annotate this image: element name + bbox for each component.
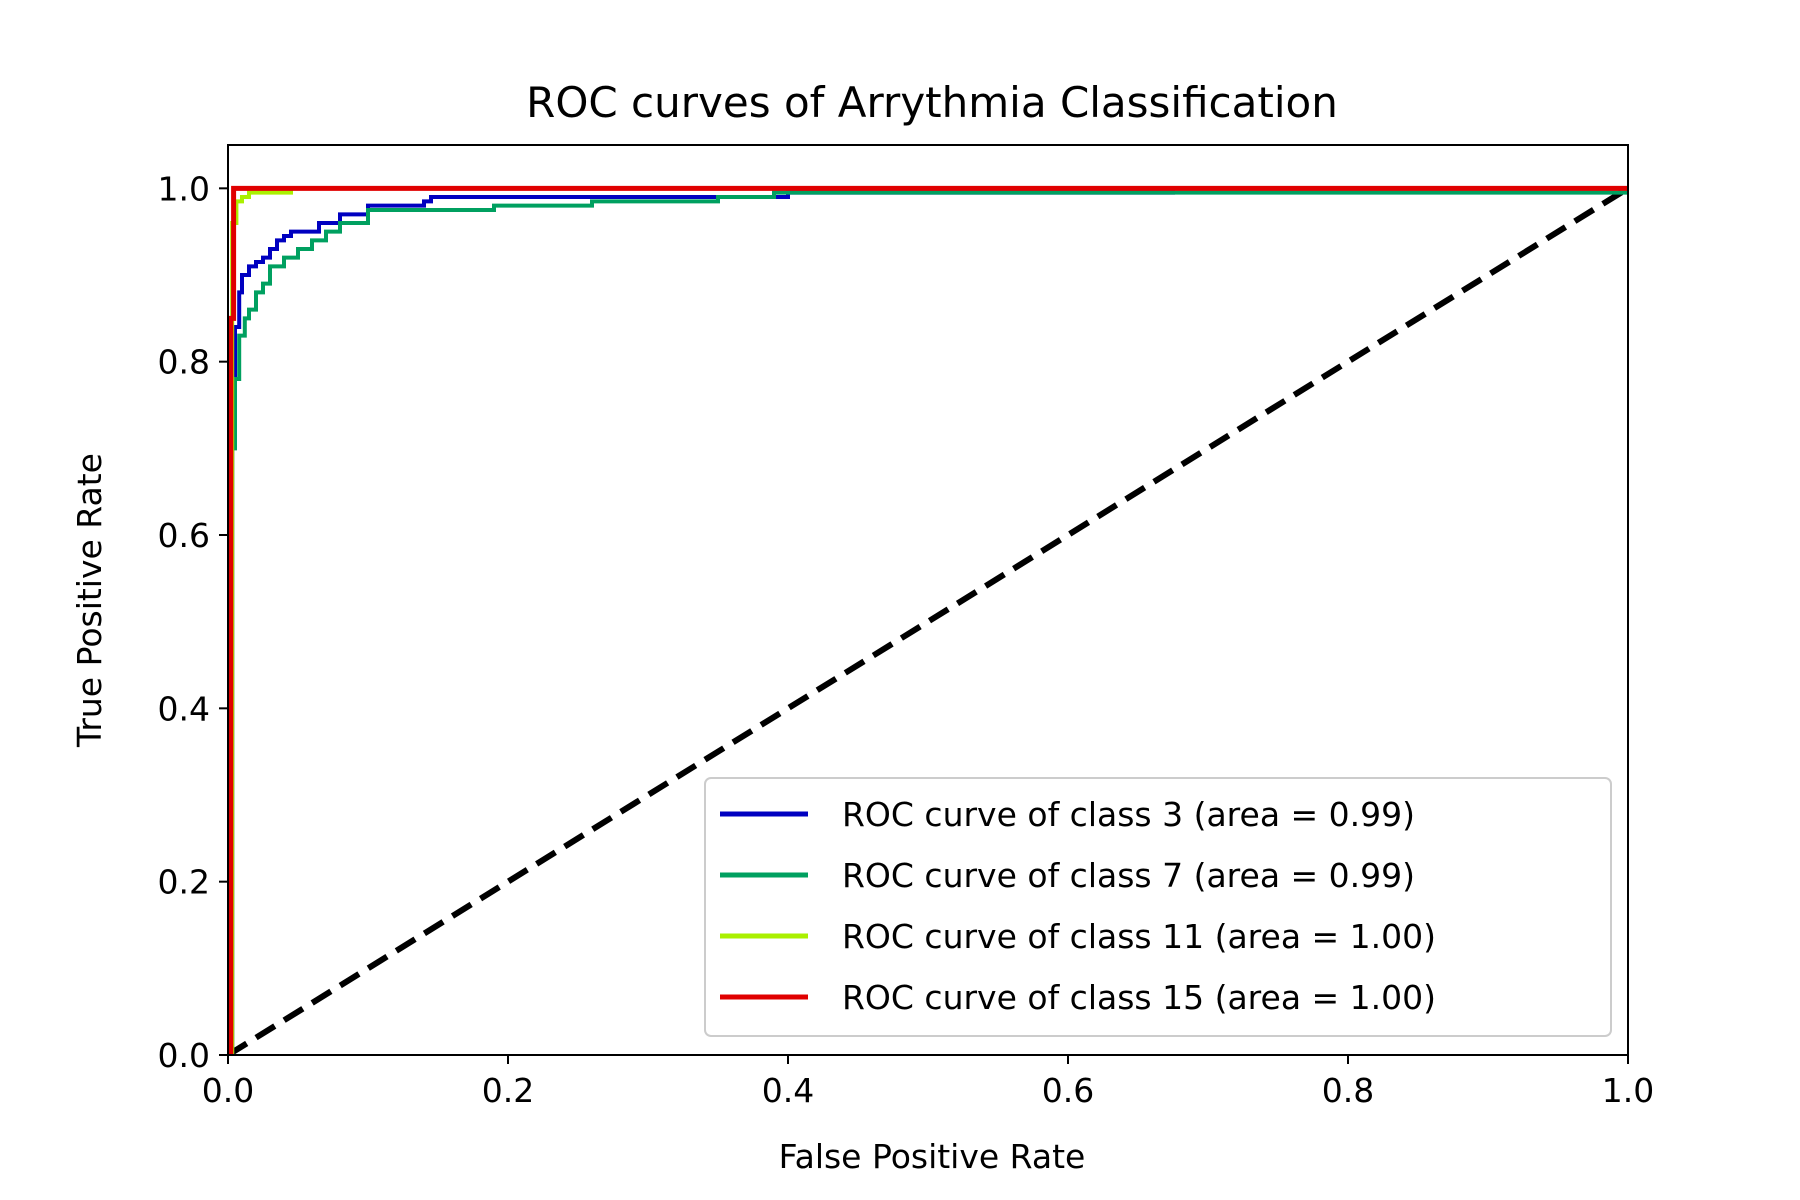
reference-diagonal-line	[228, 185, 1628, 1055]
legend-label-2: ROC curve of class 7 (area = 0.99)	[842, 856, 1415, 895]
y-tick-label: 0.6	[158, 516, 210, 555]
y-axis-ticks: 0.0 0.2 0.4 0.6 0.8 1.0	[158, 169, 228, 1075]
y-axis-label: True Positive Rate	[70, 453, 109, 748]
reference-line-layer	[228, 185, 1628, 1055]
x-tick-label: 0.0	[202, 1071, 254, 1110]
series-line-1	[228, 186, 1628, 1055]
y-tick-label: 0.2	[158, 863, 210, 902]
x-tick-label: 0.6	[1042, 1071, 1094, 1110]
legend: ROC curve of class 3 (area = 0.99) ROC cu…	[704, 777, 1612, 1037]
series-layer	[228, 185, 1628, 1055]
y-tick-label: 1.0	[158, 169, 210, 208]
x-axis-label: False Positive Rate	[779, 1137, 1086, 1176]
chart-title: ROC curves of Arrythmia Classification	[526, 78, 1338, 127]
y-tick-label: 0.4	[158, 689, 210, 728]
legend-label-4: ROC curve of class 15 (area = 1.00)	[842, 978, 1436, 1017]
x-axis-ticks: 0.0 0.2 0.4 0.6 0.8 1.0	[202, 1055, 1654, 1110]
x-tick-label: 0.4	[762, 1071, 814, 1110]
axes-frame	[227, 144, 1629, 1056]
series-line-4	[228, 185, 1628, 1055]
x-tick-label: 0.8	[1322, 1071, 1374, 1110]
series-line-2	[228, 188, 1628, 1055]
y-tick-label: 0.8	[158, 343, 210, 382]
legend-label-1: ROC curve of class 3 (area = 0.99)	[842, 795, 1415, 834]
x-tick-label: 1.0	[1602, 1071, 1654, 1110]
legend-box	[704, 777, 1612, 1037]
y-tick-label: 0.0	[158, 1036, 210, 1075]
x-tick-label: 0.2	[482, 1071, 534, 1110]
legend-label-3: ROC curve of class 11 (area = 1.00)	[842, 917, 1436, 956]
